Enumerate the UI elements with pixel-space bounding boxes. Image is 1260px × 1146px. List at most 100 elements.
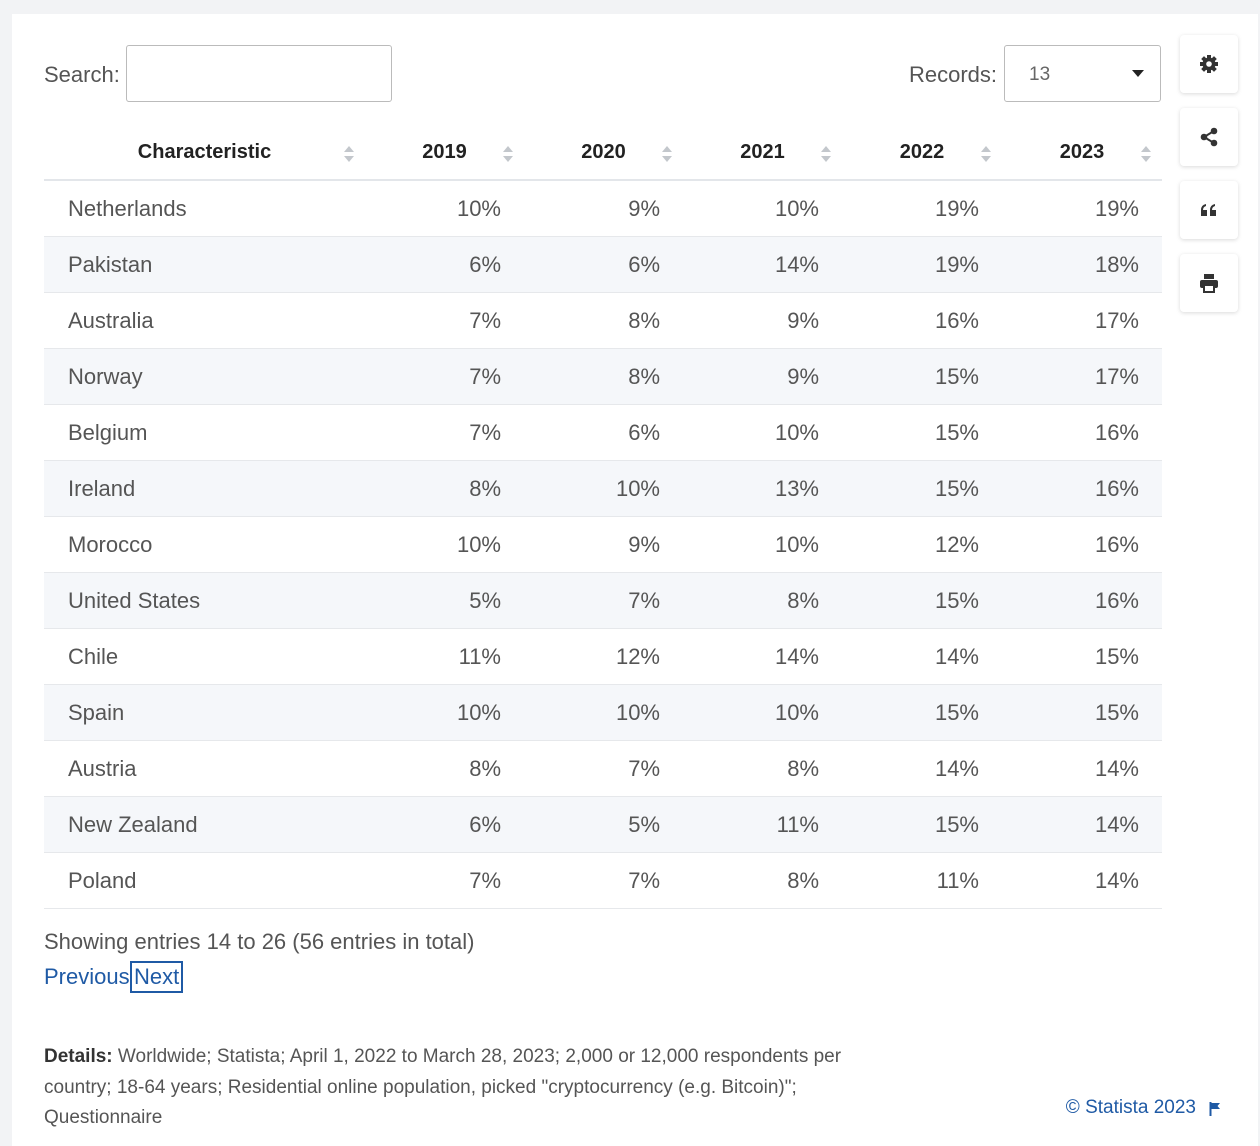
table-row: Spain 10% 10% 10% 15% 15% bbox=[44, 684, 1162, 741]
table-row: Norway 7% 8% 9% 15% 17% bbox=[44, 348, 1162, 405]
value-cell: 6% bbox=[365, 796, 524, 853]
value-cell: 14% bbox=[683, 628, 842, 685]
value-cell: 10% bbox=[683, 684, 842, 741]
value-cell: 7% bbox=[365, 292, 524, 349]
table-row: Austria 8% 7% 8% 14% 14% bbox=[44, 740, 1162, 797]
header-row: Characteristic 2019 2020 2021 2022 2023 bbox=[44, 125, 1162, 181]
column-header[interactable]: 2023 bbox=[1002, 125, 1162, 181]
table-row: United States 5% 7% 8% 15% 16% bbox=[44, 572, 1162, 629]
table-row: Australia 7% 8% 9% 16% 17% bbox=[44, 292, 1162, 349]
flag-icon[interactable] bbox=[1209, 1102, 1221, 1116]
table-row: Ireland 8% 10% 13% 15% 16% bbox=[44, 460, 1162, 517]
sort-icon bbox=[662, 146, 672, 162]
country-cell: Pakistan bbox=[44, 236, 365, 293]
table-row: Belgium 7% 6% 10% 15% 16% bbox=[44, 404, 1162, 461]
settings-button[interactable] bbox=[1180, 35, 1238, 93]
value-cell: 16% bbox=[1002, 404, 1162, 461]
value-cell: 8% bbox=[683, 852, 842, 909]
table-row: Netherlands 10% 9% 10% 19% 19% bbox=[44, 180, 1162, 237]
value-cell: 8% bbox=[524, 348, 683, 405]
next-link[interactable]: Next bbox=[130, 961, 184, 993]
value-cell: 16% bbox=[1002, 460, 1162, 517]
value-cell: 17% bbox=[1002, 348, 1162, 405]
country-cell: Belgium bbox=[44, 404, 365, 461]
gear-icon bbox=[1200, 55, 1218, 73]
country-cell: New Zealand bbox=[44, 796, 365, 853]
value-cell: 8% bbox=[365, 740, 524, 797]
table-row: Poland 7% 7% 8% 11% 14% bbox=[44, 852, 1162, 909]
value-cell: 6% bbox=[524, 404, 683, 461]
value-cell: 9% bbox=[683, 348, 842, 405]
header-text: 2019 bbox=[422, 140, 467, 163]
value-cell: 6% bbox=[524, 236, 683, 293]
value-cell: 19% bbox=[1002, 180, 1162, 237]
value-cell: 9% bbox=[524, 516, 683, 573]
value-cell: 15% bbox=[842, 796, 1002, 853]
column-header[interactable]: 2022 bbox=[842, 125, 1002, 181]
table-row: Pakistan 6% 6% 14% 19% 18% bbox=[44, 236, 1162, 293]
value-cell: 14% bbox=[842, 628, 1002, 685]
value-cell: 11% bbox=[842, 852, 1002, 909]
sort-icon bbox=[821, 146, 831, 162]
country-cell: Spain bbox=[44, 684, 365, 741]
sort-icon bbox=[1141, 146, 1151, 162]
value-cell: 14% bbox=[842, 740, 1002, 797]
details-text: Worldwide; Statista; April 1, 2022 to Ma… bbox=[44, 1046, 842, 1128]
value-cell: 10% bbox=[683, 516, 842, 573]
print-icon bbox=[1200, 274, 1218, 293]
value-cell: 7% bbox=[524, 852, 683, 909]
value-cell: 8% bbox=[365, 460, 524, 517]
cite-button[interactable] bbox=[1180, 181, 1238, 239]
country-cell: Morocco bbox=[44, 516, 365, 573]
value-cell: 7% bbox=[365, 852, 524, 909]
print-button[interactable] bbox=[1180, 254, 1238, 312]
country-cell: Ireland bbox=[44, 460, 365, 517]
column-header[interactable]: 2020 bbox=[524, 125, 683, 181]
value-cell: 10% bbox=[683, 180, 842, 237]
records-label: Records: bbox=[909, 62, 998, 87]
value-cell: 19% bbox=[842, 236, 1002, 293]
value-cell: 15% bbox=[1002, 628, 1162, 685]
caret-icon bbox=[1132, 70, 1144, 77]
value-cell: 8% bbox=[524, 292, 683, 349]
share-button[interactable] bbox=[1180, 108, 1238, 166]
value-cell: 16% bbox=[1002, 572, 1162, 629]
value-cell: 7% bbox=[365, 404, 524, 461]
column-header[interactable]: Characteristic bbox=[44, 125, 365, 181]
value-cell: 15% bbox=[842, 404, 1002, 461]
value-cell: 17% bbox=[1002, 292, 1162, 349]
column-header[interactable]: 2021 bbox=[683, 125, 842, 181]
value-cell: 14% bbox=[1002, 740, 1162, 797]
previous-link[interactable]: Previous bbox=[44, 964, 130, 989]
country-cell: Poland bbox=[44, 852, 365, 909]
search-input[interactable] bbox=[126, 45, 392, 102]
column-header[interactable]: 2019 bbox=[365, 125, 524, 181]
value-cell: 10% bbox=[365, 516, 524, 573]
value-cell: 15% bbox=[842, 572, 1002, 629]
country-cell: Chile bbox=[44, 628, 365, 685]
sort-icon bbox=[503, 146, 513, 162]
value-cell: 14% bbox=[683, 236, 842, 293]
value-cell: 9% bbox=[524, 180, 683, 237]
details-label: Details: bbox=[44, 1046, 113, 1067]
quote-icon bbox=[1201, 204, 1216, 216]
value-cell: 7% bbox=[524, 572, 683, 629]
header-text: 2022 bbox=[899, 140, 945, 163]
country-cell: Australia bbox=[44, 292, 365, 349]
value-cell: 9% bbox=[683, 292, 842, 349]
records-value: 13 bbox=[1029, 64, 1051, 85]
share-icon bbox=[1200, 127, 1218, 147]
entries-info: Showing entries 14 to 26 (56 entries in … bbox=[44, 929, 475, 954]
value-cell: 10% bbox=[524, 684, 683, 741]
header-text: 2020 bbox=[581, 140, 626, 163]
country-cell: Netherlands bbox=[44, 180, 365, 237]
records-select[interactable]: 13 bbox=[1004, 45, 1161, 102]
copyright-link[interactable]: © Statista 2023 bbox=[1065, 1097, 1196, 1118]
value-cell: 15% bbox=[842, 684, 1002, 741]
data-table: Characteristic 2019 2020 2021 2022 2023 Nethe… bbox=[44, 125, 1162, 909]
value-cell: 5% bbox=[365, 572, 524, 629]
value-cell: 15% bbox=[842, 460, 1002, 517]
value-cell: 6% bbox=[365, 236, 524, 293]
value-cell: 13% bbox=[683, 460, 842, 517]
country-cell: United States bbox=[44, 572, 365, 629]
